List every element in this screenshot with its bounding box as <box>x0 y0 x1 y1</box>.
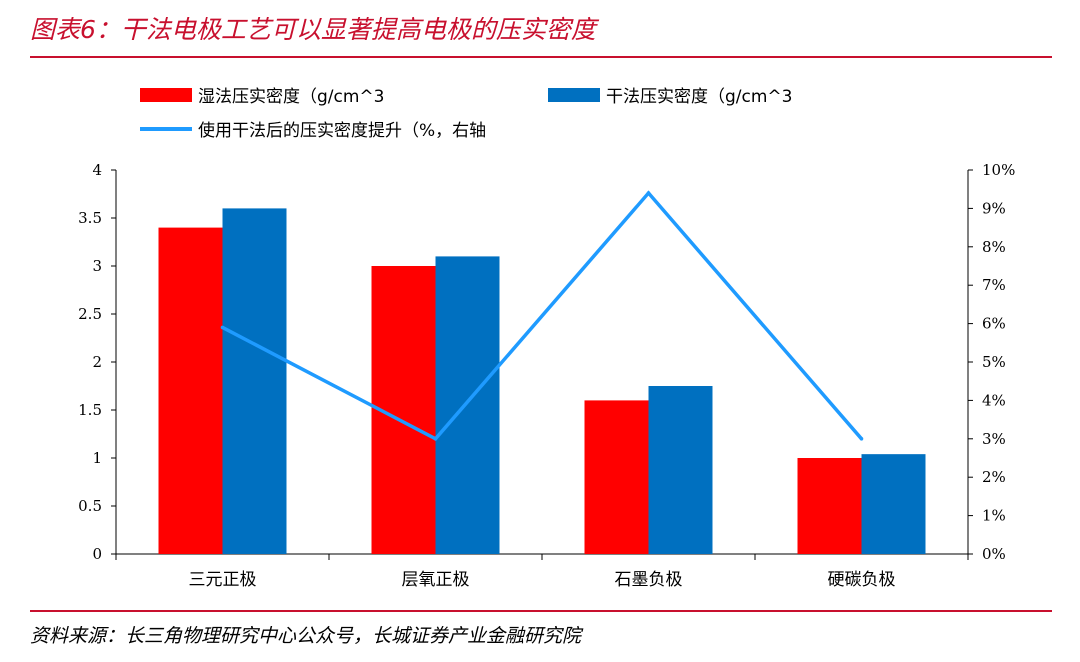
left-axis-tick-label: 0.5 <box>78 497 102 515</box>
left-axis-tick-label: 0 <box>92 545 102 563</box>
figure-title: 图表6：干法电极工艺可以显著提高电极的压实密度 <box>30 15 596 44</box>
left-axis-tick-label: 1.5 <box>78 401 102 419</box>
right-axis-tick-label: 5% <box>982 353 1006 371</box>
legend-swatch-wet <box>140 88 192 102</box>
bar-dry <box>861 454 926 554</box>
left-axis-tick-label: 2 <box>92 353 102 371</box>
right-axis-tick-label: 9% <box>982 199 1006 217</box>
left-axis-tick-label: 3 <box>92 257 102 275</box>
right-axis-tick-label: 1% <box>982 507 1006 525</box>
left-axis-tick-label: 1 <box>92 449 102 467</box>
left-axis-tick-label: 3.5 <box>78 209 102 227</box>
right-axis-tick-label: 4% <box>982 391 1006 409</box>
right-axis-tick-label: 8% <box>982 238 1006 256</box>
legend-label-wet: 湿法压实密度（g/cm^3 <box>198 87 385 107</box>
x-axis-category-label: 层氧正极 <box>402 570 470 590</box>
left-axis-tick-label: 4 <box>92 161 102 179</box>
bar-dry <box>222 208 287 554</box>
bar-dry <box>435 256 500 554</box>
source-note: 资料来源：长三角物理研究中心公众号，长城证券产业金融研究院 <box>30 625 582 647</box>
bar-wet <box>797 458 862 554</box>
x-axis-category-label: 石墨负极 <box>615 570 683 590</box>
right-axis-tick-label: 10% <box>982 161 1015 179</box>
x-axis-category-label: 三元正极 <box>189 570 257 590</box>
legend-label-improvement: 使用干法后的压实密度提升（%，右轴 <box>198 121 487 141</box>
right-axis-tick-label: 7% <box>982 276 1006 294</box>
improvement-point <box>220 325 225 330</box>
source-rule <box>30 610 1052 612</box>
right-axis-tick-label: 0% <box>982 545 1006 563</box>
improvement-line <box>221 190 863 441</box>
right-axis-tick-label: 2% <box>982 468 1006 486</box>
improvement-point <box>859 437 864 441</box>
right-axis-tick-label: 6% <box>982 315 1006 333</box>
legend-swatch-improvement <box>140 127 192 131</box>
bar-wet <box>584 400 649 554</box>
legend-swatch-dry <box>548 88 600 102</box>
x-axis-category-label: 硬碳负极 <box>828 570 896 590</box>
right-axis-tick-label: 3% <box>982 430 1006 448</box>
bar-dry <box>648 386 713 554</box>
bar-wet <box>158 227 223 554</box>
improvement-point <box>433 437 438 441</box>
left-axis-tick-label: 2.5 <box>78 305 102 323</box>
title-rule <box>30 56 1052 58</box>
improvement-point <box>646 191 651 195</box>
legend-label-dry: 干法压实密度（g/cm^3 <box>606 87 793 107</box>
